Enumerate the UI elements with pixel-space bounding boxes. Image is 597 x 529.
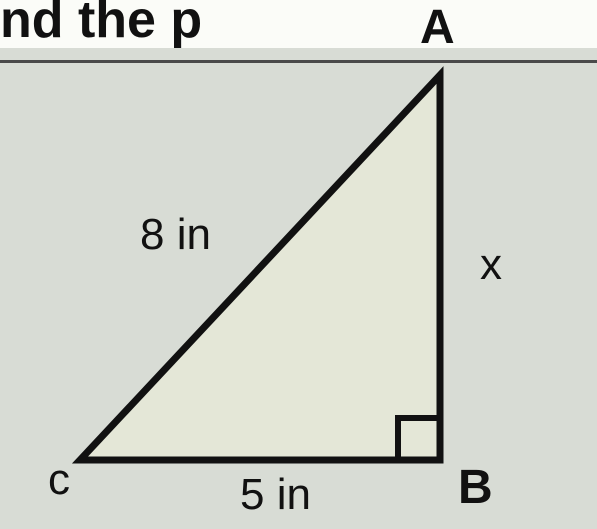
triangle-diagram xyxy=(0,0,597,529)
vertex-a-label: A xyxy=(420,0,455,55)
hypotenuse-label: 8 in xyxy=(140,210,211,260)
base-label: 5 in xyxy=(240,470,311,520)
vertex-c-label: c xyxy=(48,455,70,505)
vertex-b-label: B xyxy=(458,460,493,515)
vertical-side-label: x xyxy=(480,240,502,290)
